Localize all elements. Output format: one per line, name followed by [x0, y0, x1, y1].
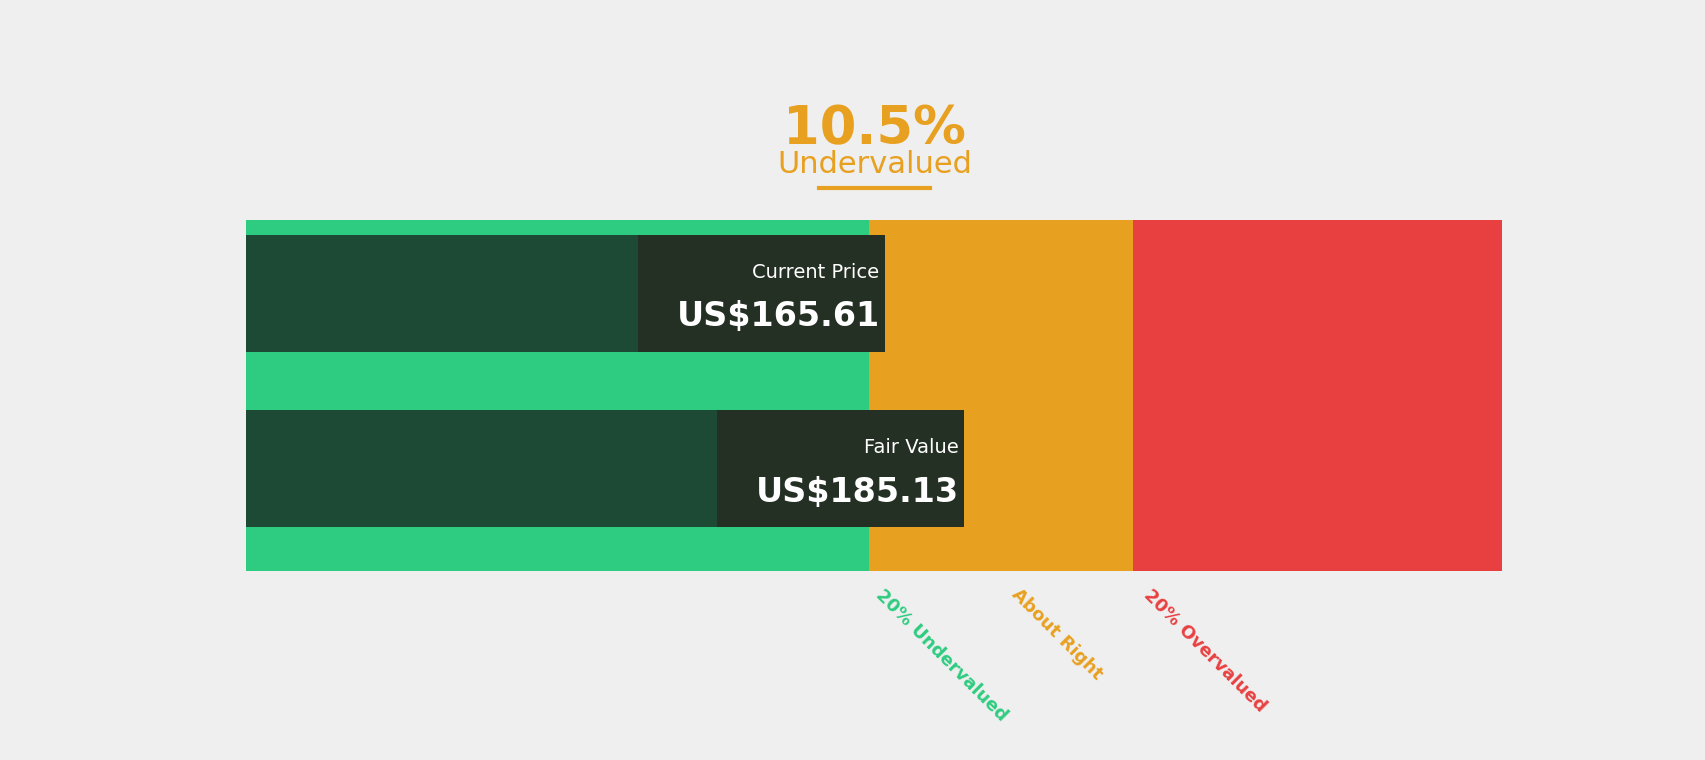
Text: 10.5%: 10.5%	[783, 103, 965, 155]
Bar	[638, 235, 885, 352]
Text: About Right: About Right	[1008, 586, 1105, 684]
Bar	[716, 410, 963, 527]
Bar	[246, 235, 868, 352]
Bar	[1132, 220, 1502, 571]
Bar	[868, 220, 1132, 571]
Text: 20% Undervalued: 20% Undervalued	[871, 586, 1009, 724]
Text: 20% Overvalued: 20% Overvalued	[1139, 586, 1269, 715]
Bar	[246, 220, 868, 571]
Bar	[246, 357, 868, 404]
Text: US$165.61: US$165.61	[677, 300, 880, 333]
Text: Fair Value: Fair Value	[864, 438, 958, 457]
Text: US$185.13: US$185.13	[755, 476, 958, 508]
Bar	[246, 410, 948, 527]
Text: Current Price: Current Price	[752, 262, 880, 281]
Text: Undervalued: Undervalued	[776, 150, 972, 179]
